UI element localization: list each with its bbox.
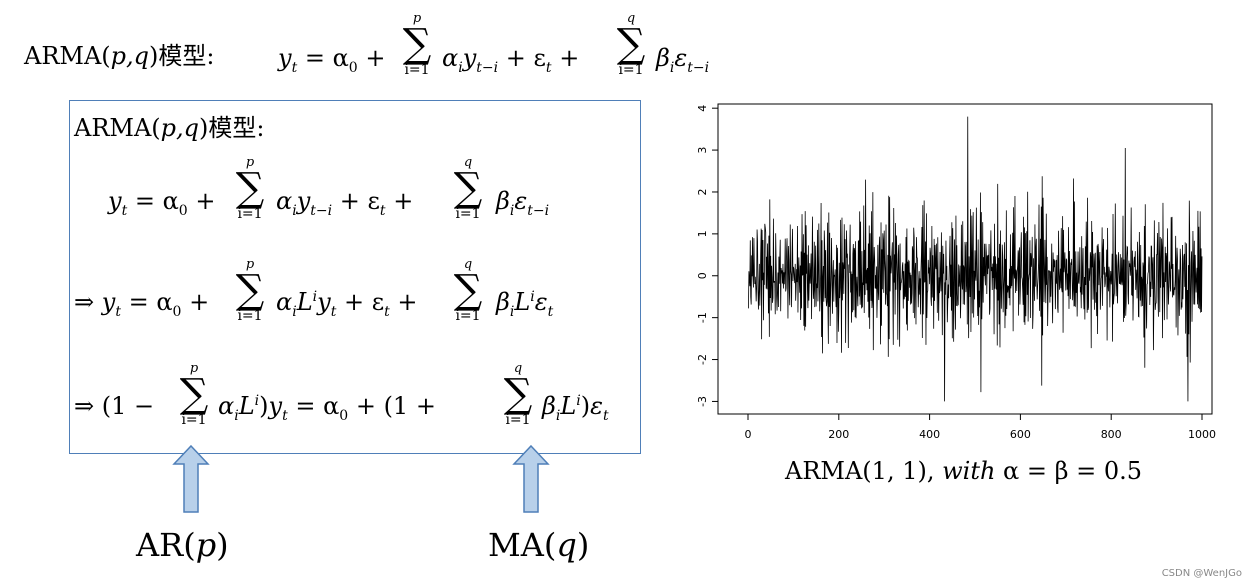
box-line1-a: yt = α0 + xyxy=(108,187,216,219)
y-tick-label: 3 xyxy=(696,147,709,154)
x-tick-label: 800 xyxy=(1101,428,1122,441)
x-axis: 0 200 400 600 800 1000 xyxy=(745,414,1216,441)
top-sum-2: q ∑ i=1 xyxy=(616,11,646,79)
box-line2-c: βiLiεt xyxy=(496,288,554,320)
chart-caption: ARMA(1, 1), with α = β = 0.5 xyxy=(785,457,1143,485)
top-heading: ARMA(p,q)模型: xyxy=(24,36,214,71)
box-line3-a: ⇒ (1 − xyxy=(74,392,155,420)
box-line2-sum1: p ∑ i=1 xyxy=(235,257,265,325)
x-tick-label: 0 xyxy=(745,428,752,441)
y-tick-label: 4 xyxy=(696,105,709,112)
box-line1-b: αiyt−i + εt + xyxy=(276,187,414,219)
box-line3-b: αiLi)yt = α0 + (1 + xyxy=(218,392,436,424)
series-line xyxy=(748,116,1203,402)
x-tick-label: 200 xyxy=(828,428,849,441)
box-line2-sum2: q ∑ i=1 xyxy=(453,257,483,325)
box-line3-c: βiLi)εt xyxy=(542,392,609,424)
top-equation-part2: αiyt−i + εt + xyxy=(442,44,580,76)
ar-label: AR(p) xyxy=(136,526,229,564)
heading-args: p,q xyxy=(110,42,150,70)
y-axis: -3 -2 -1 0 1 2 3 4 xyxy=(696,105,718,407)
heading-suffix: )模型: xyxy=(149,42,215,70)
heading-prefix: ARMA( xyxy=(24,42,111,70)
y-tick-label: 0 xyxy=(696,272,709,279)
x-tick-label: 400 xyxy=(919,428,940,441)
ar-arrow-icon xyxy=(172,444,210,513)
y-tick-label: -1 xyxy=(696,312,709,323)
ma-label: MA(q) xyxy=(488,526,590,564)
plot-border xyxy=(717,103,1213,415)
arma-chart: -3 -2 -1 0 1 2 3 4 0 200 400 600 800 1000 xyxy=(696,103,1216,441)
box-line3-sum2: q ∑ i=1 xyxy=(503,361,533,429)
box-line1-sum2: q ∑ i=1 xyxy=(453,155,483,223)
top-equation-part3: βiεt−i xyxy=(656,44,710,76)
y-tick-label: -2 xyxy=(696,354,709,365)
watermark: CSDN @WenJGo xyxy=(1161,568,1242,579)
ma-arrow-icon xyxy=(512,444,550,513)
box-line1-c: βiεt−i xyxy=(496,187,550,219)
model-box xyxy=(69,100,641,454)
box-line2-b: αiLiyt + εt + xyxy=(276,288,418,320)
x-tick-label: 1000 xyxy=(1188,428,1216,441)
box-line1-sum1: p ∑ i=1 xyxy=(235,155,265,223)
top-sum-1: p ∑ i=1 xyxy=(402,11,432,79)
box-line3-sum1: p ∑ i=1 xyxy=(179,361,209,429)
y-tick-label: 1 xyxy=(696,230,709,237)
plot-frame xyxy=(717,103,1213,415)
y-tick-label: -3 xyxy=(696,396,709,407)
y-tick-label: 2 xyxy=(696,188,709,195)
series-group xyxy=(748,116,1203,402)
box-title: ARMA(p,q)模型: xyxy=(74,114,265,142)
top-equation-part1: yt = α0 + xyxy=(278,44,386,76)
x-tick-label: 600 xyxy=(1010,428,1031,441)
box-line2-a: ⇒ yt = α0 + xyxy=(74,288,210,320)
